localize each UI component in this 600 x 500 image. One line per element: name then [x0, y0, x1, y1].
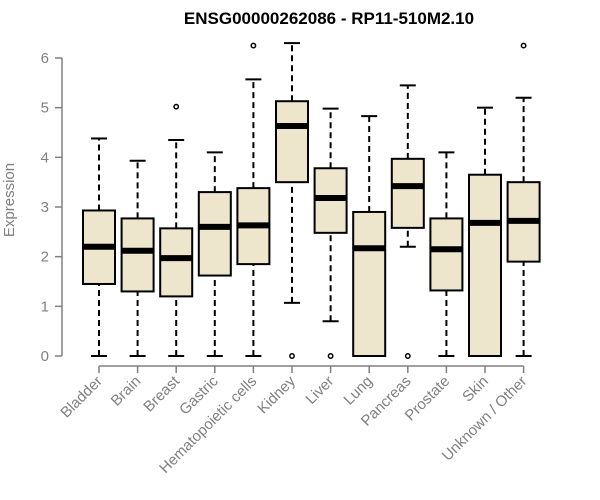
y-tick-label: 1: [41, 298, 49, 315]
outlier-unknown-other: [520, 42, 527, 49]
box-prostate: [429, 217, 464, 292]
y-tick-label: 6: [41, 50, 49, 67]
y-tick-label: 5: [41, 100, 49, 117]
y-tick-label: 0: [41, 348, 49, 365]
x-tick-label-liver: Liver: [302, 373, 337, 408]
x-tick-label-breast: Breast: [140, 372, 183, 415]
chart-title: ENSG00000262086 - RP11-510M2.10: [184, 9, 474, 28]
x-tick-label-brain: Brain: [108, 373, 145, 410]
x-tick-label-skin: Skin: [459, 373, 492, 406]
outlier-hematopoietic-cells: [250, 42, 257, 49]
y-tick-label: 4: [41, 149, 49, 166]
outlier-kidney: [289, 353, 295, 359]
x-tick-label-kidney: Kidney: [254, 372, 299, 417]
outlier-breast: [173, 103, 180, 110]
outlier-pancreas: [404, 353, 411, 359]
x-tick-label-bladder: Bladder: [57, 373, 106, 422]
box-skin: [468, 173, 502, 357]
y-tick-label: 3: [41, 199, 49, 216]
y-tick-label: 2: [41, 249, 49, 266]
x-tick-label-lung: Lung: [340, 373, 376, 409]
box-gastric: [197, 191, 232, 277]
box-breast: [159, 227, 194, 298]
outlier-liver: [327, 353, 334, 359]
box-lung: [352, 210, 387, 357]
y-axis-label: Expression: [1, 163, 18, 237]
box-pancreas: [390, 157, 425, 229]
box-brain: [120, 217, 155, 293]
box-kidney: [275, 100, 309, 184]
